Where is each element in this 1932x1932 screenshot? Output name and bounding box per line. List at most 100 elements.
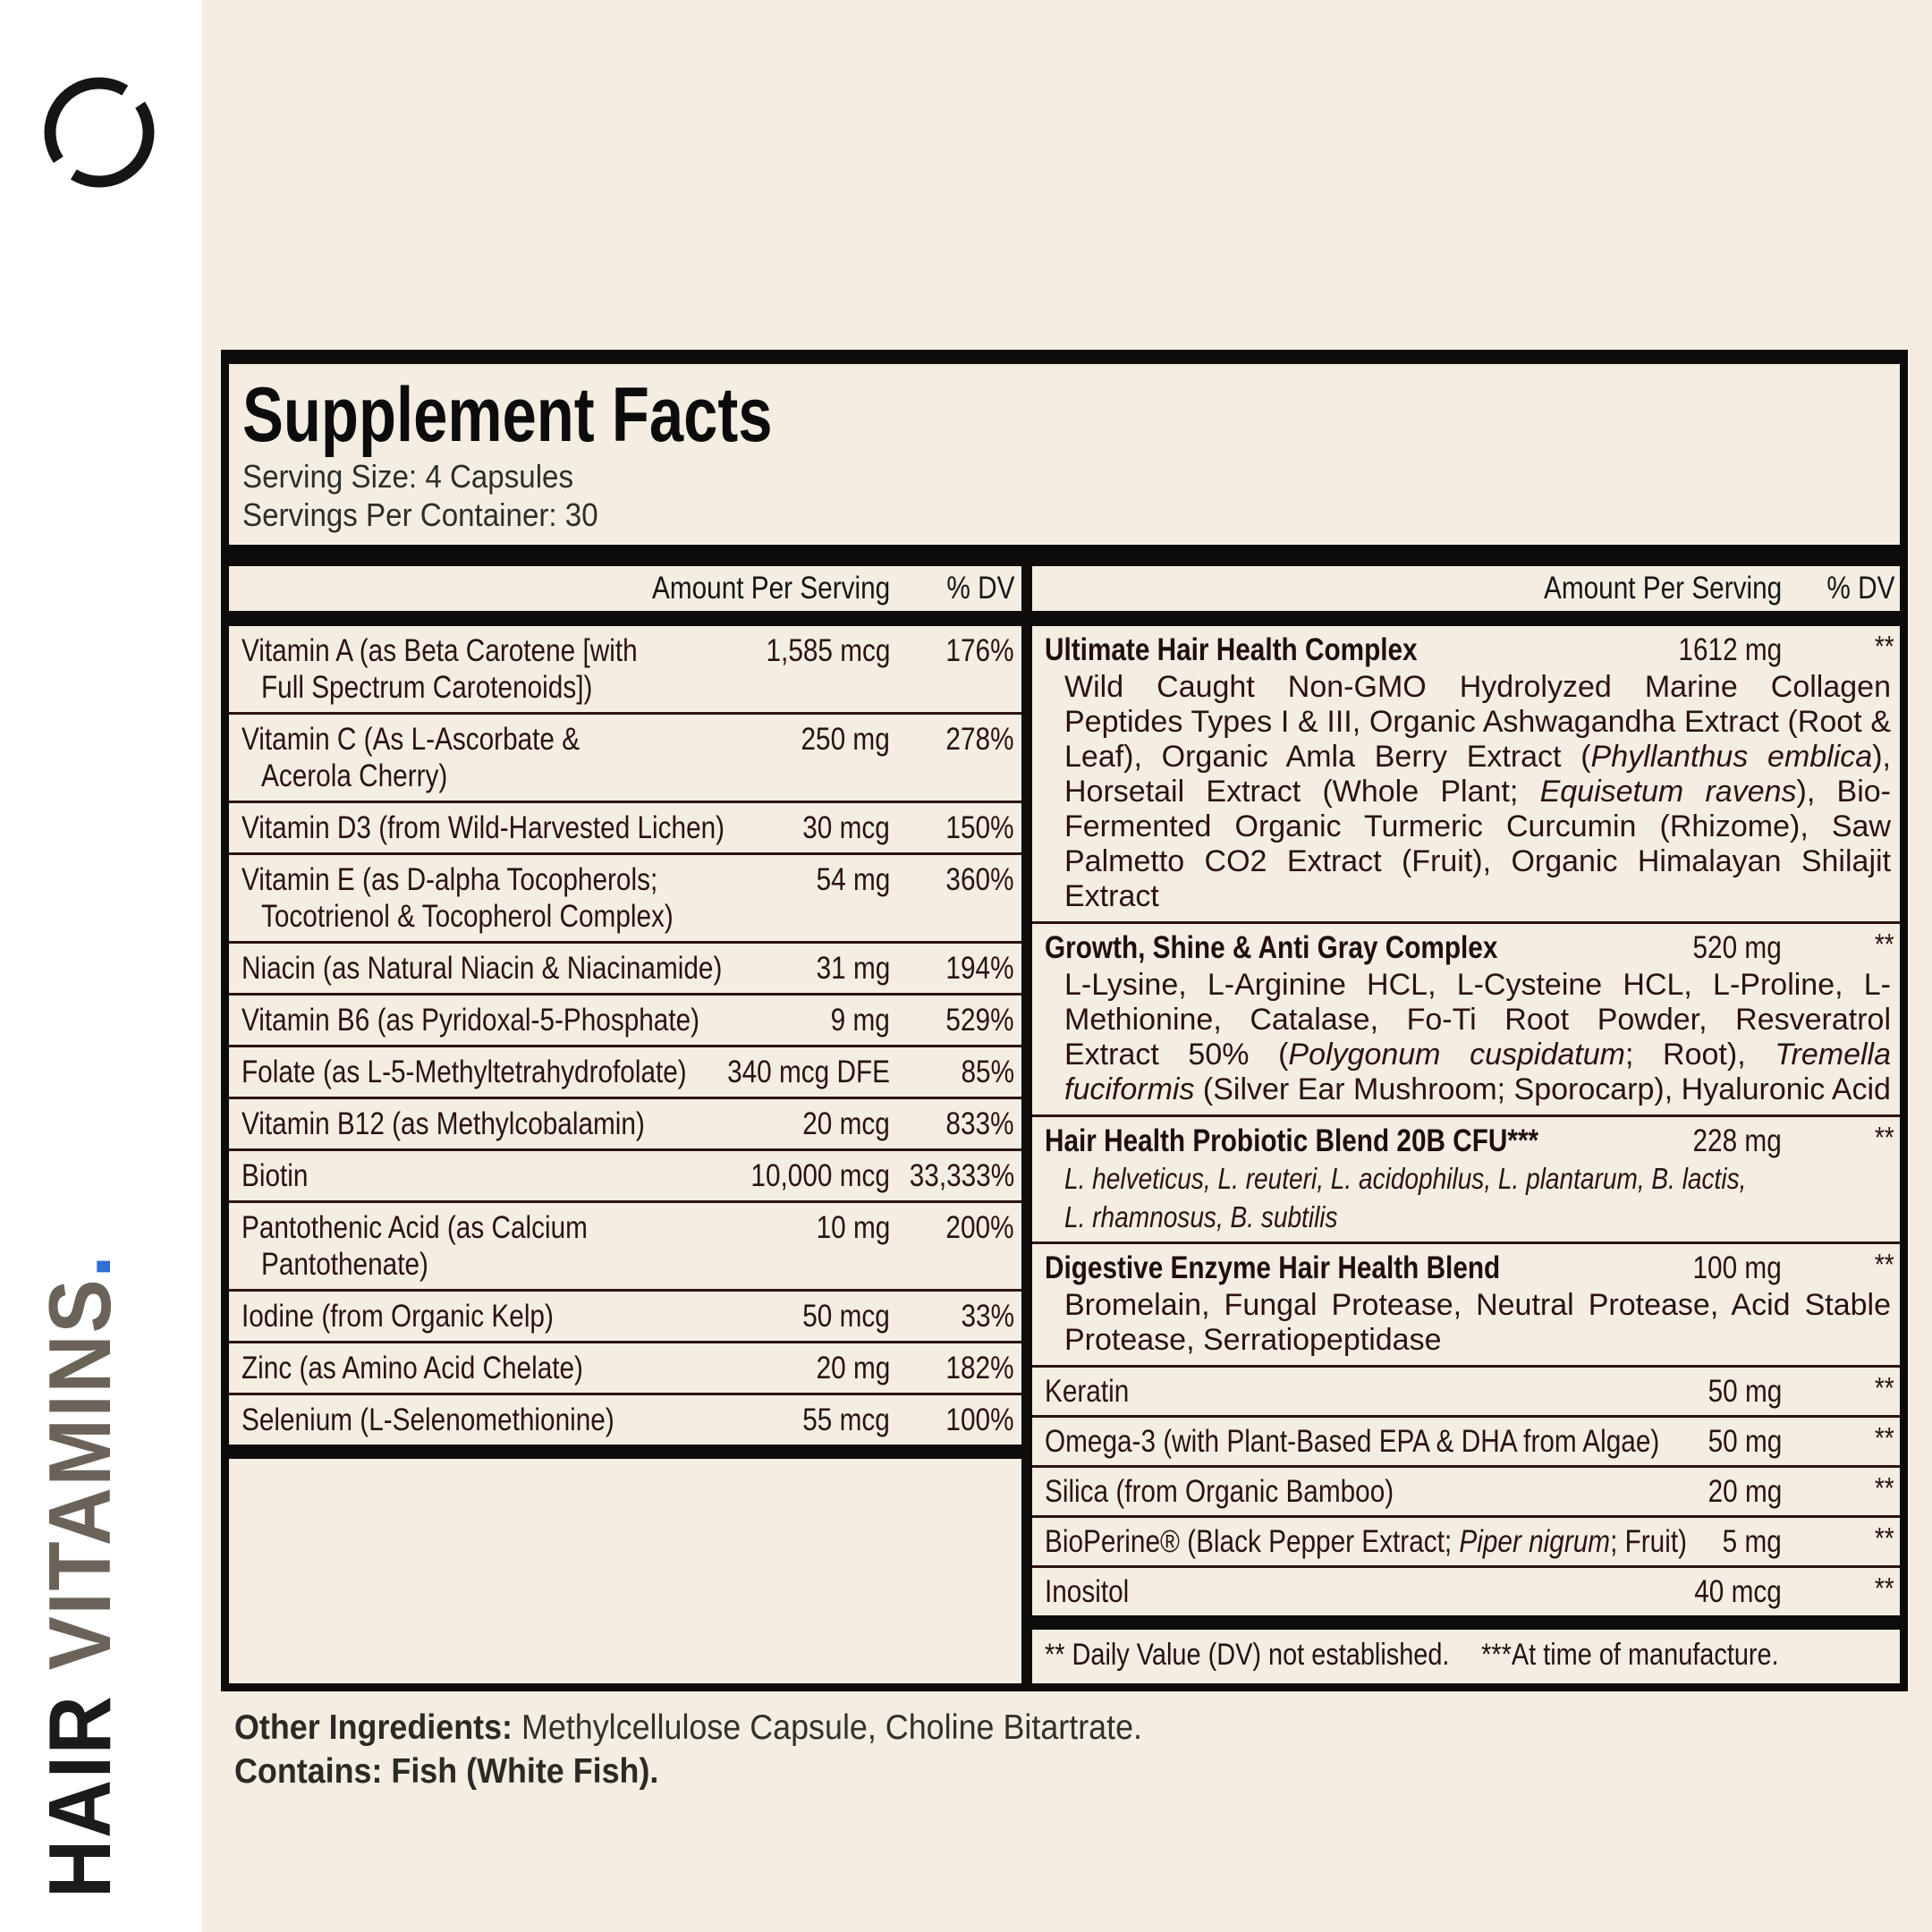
table-row: Vitamin B6 (as Pyridoxal-5-Phosphate) 9 m… (229, 993, 1021, 1045)
ingredient-name-line: Vitamin B6 (as Pyridoxal-5-Phosphate) (242, 1003, 700, 1038)
dv-value: 150% (945, 810, 1014, 845)
row-title: Keratin (1045, 1374, 1130, 1409)
ingredient-name-line: Vitamin E (as D-alpha Tocopherols; (242, 862, 658, 897)
supplement-facts-panel: Supplement Facts Serving Size: 4 Capsule… (221, 350, 1908, 1691)
row-description: L-Lysine, L-Arginine HCL, L-Cysteine HCL… (1064, 968, 1891, 1106)
ingredient-name-line: Vitamin B12 (as Methylcobalamin) (242, 1106, 645, 1141)
ingredient-name: Vitamin E (as D-alpha Tocopherols; Tocotr… (242, 861, 1014, 935)
table-row: Vitamin B12 (as Methylcobalamin) 20 mcg 83… (229, 1097, 1021, 1148)
table-row: Pantothenic Acid (as Calcium Pantothenate… (229, 1200, 1021, 1289)
dv-value: 360% (945, 862, 1014, 897)
ingredient-name: Vitamin B6 (as Pyridoxal-5-Phosphate) (242, 1002, 1014, 1038)
table-row: Folate (as L-5-Methyltetrahydrofolate) 34… (229, 1045, 1021, 1097)
ingredient-name-line: Tocotrienol & Tocopherol Complex) (261, 899, 674, 934)
thick-rule-under-headers (229, 611, 1900, 626)
row-title-line: Inositol 40 mcg ** (1045, 1572, 1894, 1610)
amount-value: 31 mg (816, 951, 890, 986)
brand-word-hair: HAIR (30, 1694, 129, 1898)
ingredient-name-line: Iodine (from Organic Kelp) (242, 1299, 554, 1334)
ingredient-name-line: Pantothenic Acid (as Calcium (242, 1210, 588, 1245)
amount-value: 250 mg (801, 722, 890, 757)
left-column: Vitamin A (as Beta Carotene [with Full Sp… (229, 626, 1021, 1683)
table-row: Silica (from Organic Bamboo) 20 mg ** (1032, 1465, 1900, 1515)
brand-dot: . (30, 1253, 129, 1278)
table-row: Keratin 50 mg ** (1032, 1365, 1900, 1415)
dv-value: 182% (945, 1351, 1014, 1385)
ingredient-name: Pantothenic Acid (as Calcium Pantothenate… (242, 1209, 1014, 1283)
thick-rule-top (229, 545, 1900, 566)
amount-value: 10,000 mcg (750, 1158, 890, 1193)
ingredient-name: Biotin (242, 1157, 1014, 1194)
table-row: Ultimate Hair Health Complex 1612 mg ** Wil… (1032, 626, 1900, 921)
right-rows: Ultimate Hair Health Complex 1612 mg ** Wil… (1032, 626, 1900, 1615)
amount-value: 50 mcg (802, 1299, 890, 1334)
panel-header: Supplement Facts Serving Size: 4 Capsule… (229, 364, 1900, 545)
row-title: Growth, Shine & Anti Gray Complex (1045, 930, 1498, 965)
amount-value: 20 mcg (802, 1106, 890, 1141)
row-title-line: Growth, Shine & Anti Gray Complex 520 mg *… (1045, 928, 1894, 966)
ingredient-name: Folate (as L-5-Methyltetrahydrofolate) (242, 1054, 1014, 1090)
amount-value: 10 mg (816, 1210, 890, 1245)
amount-value: 50 mg (1707, 1374, 1782, 1409)
row-title-line: Ultimate Hair Health Complex 1612 mg ** (1045, 630, 1894, 668)
dv-asterisks: ** (1875, 1572, 1894, 1605)
amount-value: 340 mcg DFE (727, 1055, 890, 1089)
table-row: Vitamin C (As L-Ascorbate & Acerola Cherr… (229, 712, 1021, 801)
dv-value: 33% (961, 1299, 1014, 1334)
below-panel-text: Other Ingredients: Methylcellulose Capsu… (221, 1706, 1908, 1793)
left-column-header: Amount Per Serving % DV (229, 566, 1021, 611)
right-amount-header: Amount Per Serving (1543, 571, 1782, 606)
amount-value: 9 mg (830, 1003, 890, 1038)
row-description: L. rhamnosus, B. subtilis (1045, 1198, 1894, 1236)
dv-asterisks: ** (1875, 1521, 1894, 1555)
dv-value: 278% (945, 722, 1014, 757)
ingredient-name-line: Selenium (L-Selenomethionine) (242, 1402, 614, 1437)
table-row: Digestive Enzyme Hair Health Blend 100 mg… (1032, 1241, 1900, 1365)
footnote-dv: ** Daily Value (DV) not established. (1045, 1638, 1450, 1672)
row-title: Inositol (1045, 1574, 1130, 1609)
brand-vertical-text: HAIR VITAMINS. (30, 1198, 129, 1898)
row-description-line: L. rhamnosus, B. subtilis (1064, 1200, 1338, 1233)
ingredient-name-line: Biotin (242, 1158, 309, 1193)
amount-value: 228 mg (1692, 1123, 1782, 1158)
table-row: Growth, Shine & Anti Gray Complex 520 mg *… (1032, 921, 1900, 1114)
footnote: ** Daily Value (DV) not established. ***A… (1032, 1630, 1900, 1683)
ingredient-name: Selenium (L-Selenomethionine) (242, 1402, 1014, 1438)
ingredient-name: Vitamin D3 (from Wild-Harvested Lichen) (242, 809, 1014, 846)
ingredient-name-line: Acerola Cherry) (261, 758, 448, 793)
serving-size: Serving Size: 4 Capsules (242, 458, 574, 495)
servings-per-container: Servings Per Container: 30 (242, 496, 598, 533)
dv-value: 529% (945, 1003, 1014, 1038)
ingredient-name-line: Pantothenate) (261, 1247, 428, 1282)
row-title-line: Silica (from Organic Bamboo) 20 mg ** (1045, 1471, 1894, 1510)
contains-statement: Contains: Fish (White Fish). (234, 1752, 659, 1791)
left-rows: Vitamin A (as Beta Carotene [with Full Sp… (229, 626, 1021, 1445)
amount-value: 100 mg (1692, 1250, 1782, 1285)
table-row: Niacin (as Natural Niacin & Niacinamide)… (229, 941, 1021, 993)
table-row: Hair Health Probiotic Blend 20B CFU*** 22… (1032, 1114, 1900, 1241)
dv-value: 33,333% (909, 1158, 1014, 1193)
ingredient-name-line: Full Spectrum Carotenoids]) (261, 670, 593, 705)
amount-value: 30 mcg (802, 810, 890, 845)
row-description: Wild Caught Non-GMO Hydrolyzed Marine Co… (1064, 670, 1891, 913)
amount-value: 54 mg (816, 862, 890, 897)
column-divider (1021, 626, 1032, 1683)
dv-value: 176% (945, 633, 1014, 668)
row-title-line: Omega-3 (with Plant-Based EPA & DHA from… (1045, 1421, 1894, 1460)
table-row: Vitamin A (as Beta Carotene [with Full Sp… (229, 626, 1021, 712)
right-end-bar (1032, 1615, 1900, 1630)
dv-asterisks: ** (1875, 1471, 1894, 1504)
brand-logo-icon (44, 77, 155, 188)
left-end-bar (229, 1445, 1021, 1459)
column-headers: Amount Per Serving % DV Amount Per Servi… (229, 566, 1900, 611)
ingredient-name: Vitamin B12 (as Methylcobalamin) (242, 1106, 1014, 1142)
amount-value: 40 mcg (1694, 1574, 1782, 1609)
table-row: Zinc (as Amino Acid Chelate) 20 mg 182% (229, 1341, 1021, 1393)
dv-asterisks: ** (1875, 1421, 1894, 1454)
row-title: BioPerine® (Black Pepper Extract; Piper … (1045, 1524, 1688, 1559)
amount-value: 1,585 mcg (766, 633, 890, 668)
row-title: Digestive Enzyme Hair Health Blend (1045, 1250, 1501, 1285)
dv-asterisks: ** (1875, 1121, 1894, 1154)
table-row: Vitamin D3 (from Wild-Harvested Lichen) 3… (229, 801, 1021, 852)
row-title: Silica (from Organic Bamboo) (1045, 1474, 1394, 1509)
